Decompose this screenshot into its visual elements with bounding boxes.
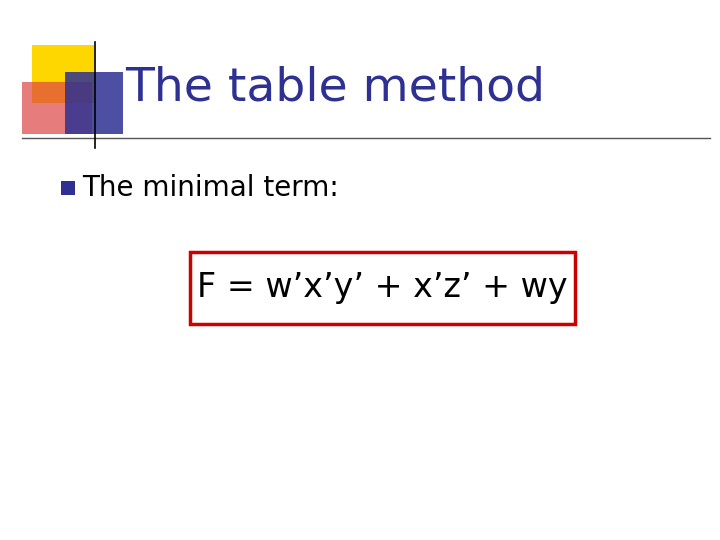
- Text: F = w’x’y’ + x’z’ + wy: F = w’x’y’ + x’z’ + wy: [197, 272, 568, 305]
- Bar: [32, 45, 94, 103]
- Bar: [190, 252, 575, 324]
- Text: The table method: The table method: [125, 65, 545, 111]
- Bar: [61, 181, 75, 195]
- Text: The minimal term:: The minimal term:: [82, 174, 338, 202]
- Bar: [65, 72, 123, 134]
- Bar: [22, 82, 92, 134]
